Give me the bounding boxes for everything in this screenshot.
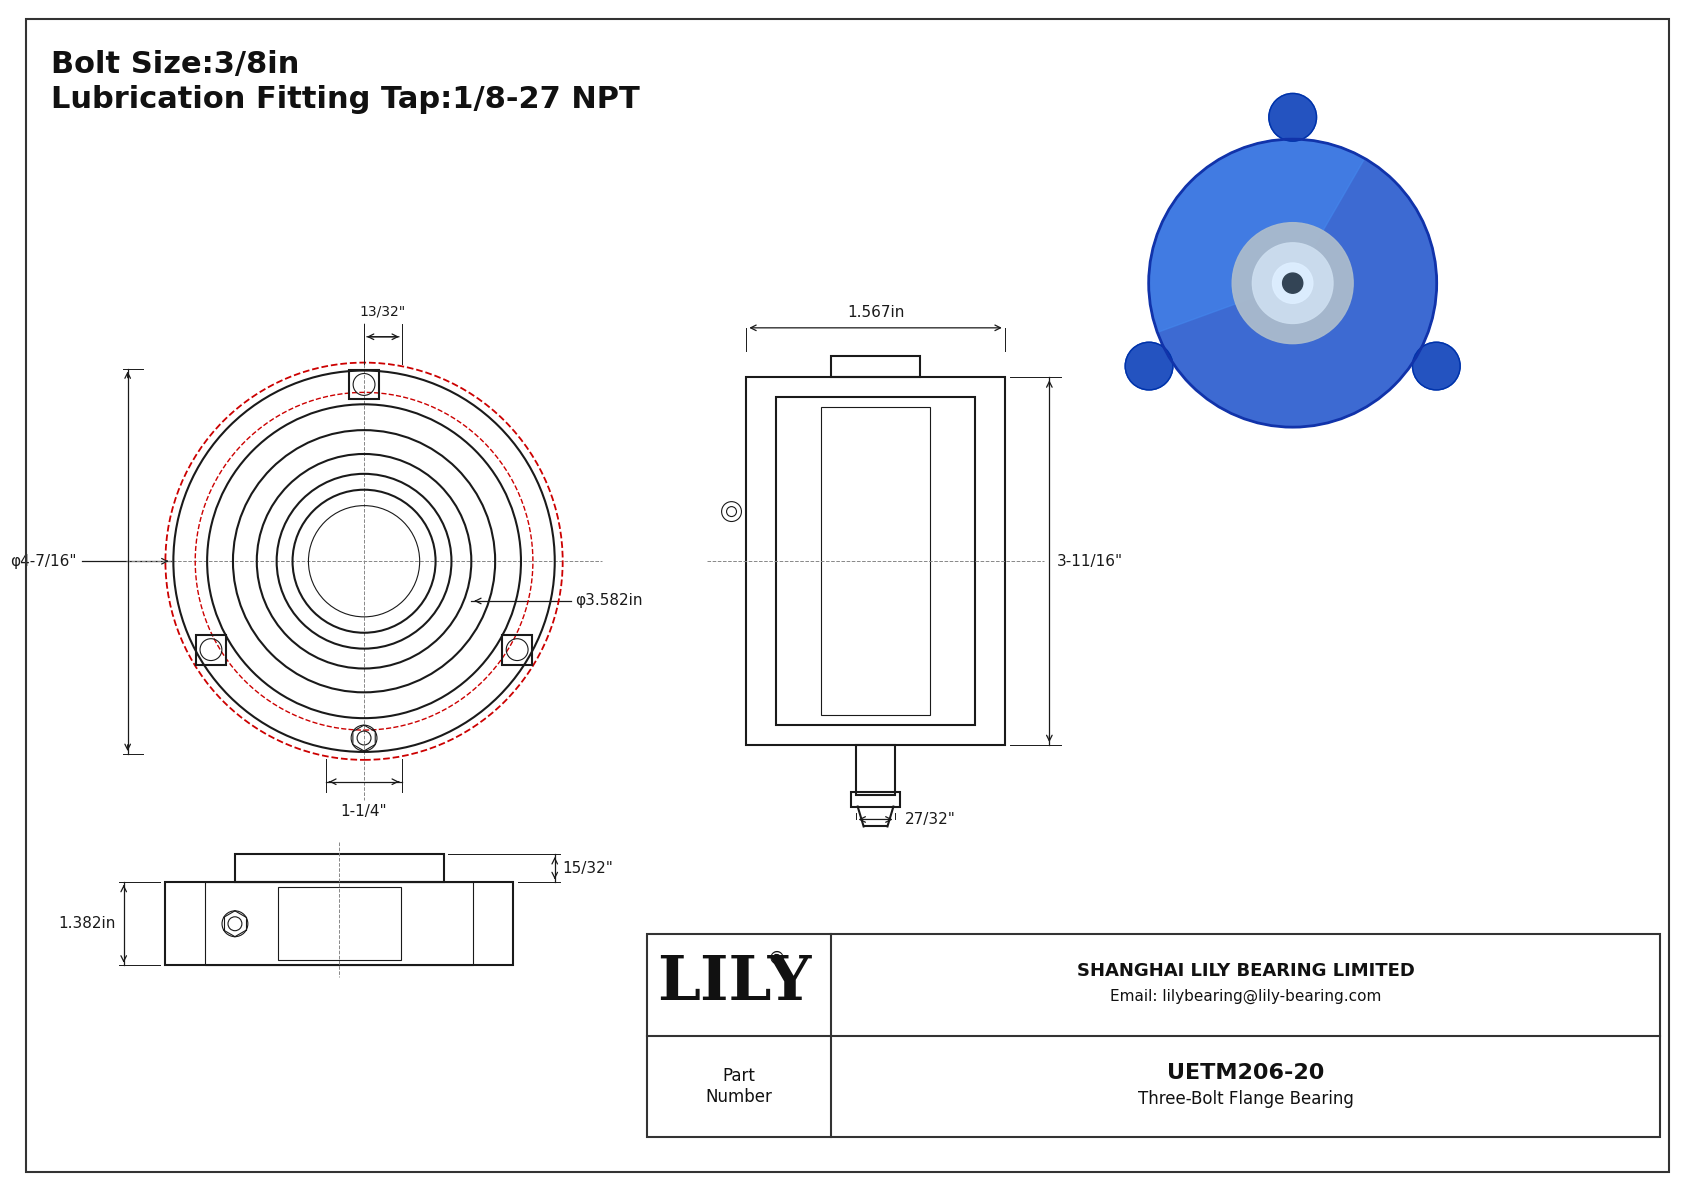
Text: Lubrication Fitting Tap:1/8-27 NPT: Lubrication Fitting Tap:1/8-27 NPT <box>51 85 640 113</box>
Bar <box>820 407 930 715</box>
Bar <box>850 792 901 806</box>
Circle shape <box>1283 273 1303 293</box>
Bar <box>236 854 443 883</box>
Circle shape <box>1253 243 1334 324</box>
Text: 13/32": 13/32" <box>360 305 406 319</box>
Text: 3-11/16": 3-11/16" <box>1058 554 1123 569</box>
Bar <box>647 934 1660 1137</box>
Text: φ4-7/16": φ4-7/16" <box>10 554 77 569</box>
Wedge shape <box>1148 139 1364 332</box>
Text: 15/32": 15/32" <box>562 861 613 875</box>
Text: 1-1/4": 1-1/4" <box>340 804 387 818</box>
Text: φ3.582in: φ3.582in <box>576 593 643 609</box>
Text: Part
Number: Part Number <box>706 1067 773 1106</box>
Bar <box>830 356 919 378</box>
Text: Three-Bolt Flange Bearing: Three-Bolt Flange Bearing <box>1138 1090 1354 1108</box>
Text: 1.567in: 1.567in <box>847 305 904 320</box>
Text: Email: lilybearing@lily-bearing.com: Email: lilybearing@lily-bearing.com <box>1110 990 1381 1004</box>
Bar <box>205 883 473 966</box>
Bar <box>349 369 379 399</box>
Bar <box>855 746 896 794</box>
Circle shape <box>1233 223 1354 344</box>
Bar <box>746 378 1005 746</box>
Text: ®: ® <box>768 950 786 968</box>
Circle shape <box>1148 139 1436 428</box>
Circle shape <box>1125 342 1172 389</box>
Text: Bolt Size:3/8in: Bolt Size:3/8in <box>51 50 300 79</box>
Text: 27/32": 27/32" <box>906 812 957 827</box>
Bar <box>195 635 226 665</box>
Bar <box>502 635 532 665</box>
Text: SHANGHAI LILY BEARING LIMITED: SHANGHAI LILY BEARING LIMITED <box>1076 962 1415 980</box>
Circle shape <box>1268 93 1317 141</box>
Text: 1.382in: 1.382in <box>59 916 116 931</box>
Bar <box>776 398 975 725</box>
Bar <box>165 883 514 966</box>
Circle shape <box>1273 263 1314 304</box>
Bar <box>278 887 401 960</box>
Text: UETM206-20: UETM206-20 <box>1167 1062 1324 1083</box>
Text: LILY: LILY <box>657 953 812 1012</box>
Circle shape <box>1413 342 1460 389</box>
